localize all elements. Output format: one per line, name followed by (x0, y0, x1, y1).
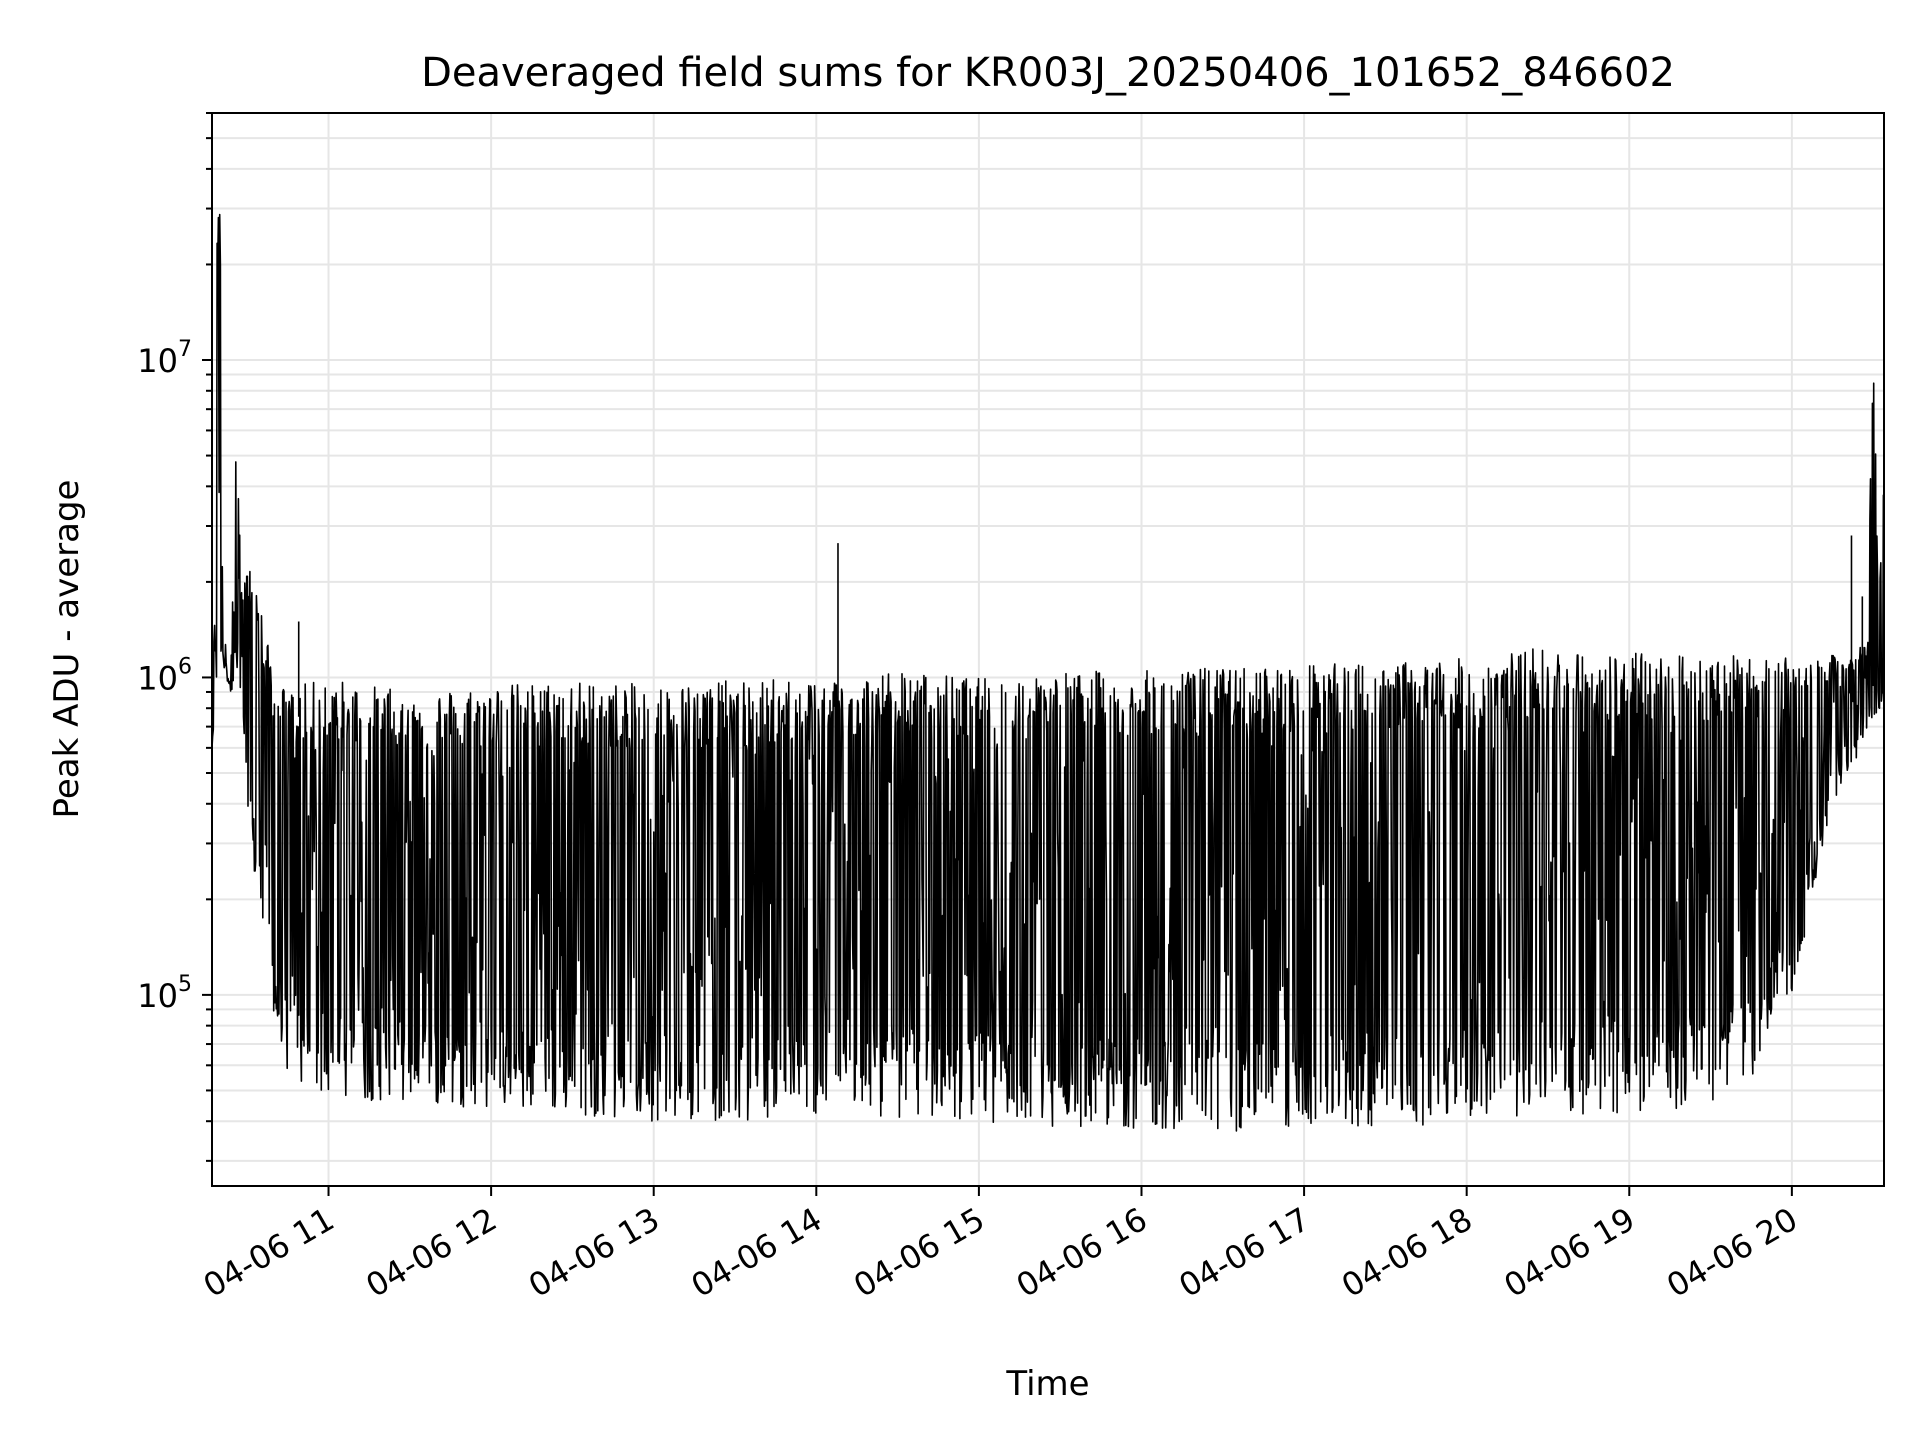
y-tick-base: 10 (137, 342, 178, 380)
y-tick-base: 10 (137, 977, 178, 1015)
chart-title: Deaveraged field sums for KR003J_2025040… (421, 50, 1675, 96)
x-axis-label: Time (1005, 1364, 1089, 1404)
y-tick-exponent: 7 (178, 337, 192, 362)
y-tick-label: 105 (137, 972, 192, 1015)
y-tick-exponent: 6 (178, 654, 192, 679)
y-tick-label: 107 (137, 337, 192, 380)
y-tick-base: 10 (137, 659, 178, 697)
y-tick-exponent: 5 (178, 972, 192, 997)
plot-frame (211, 112, 1885, 1187)
y-axis-label: Peak ADU - average (47, 480, 87, 819)
y-tick-label: 106 (137, 654, 192, 697)
plot-area (212, 213, 1884, 1132)
series-line (212, 213, 1884, 1132)
